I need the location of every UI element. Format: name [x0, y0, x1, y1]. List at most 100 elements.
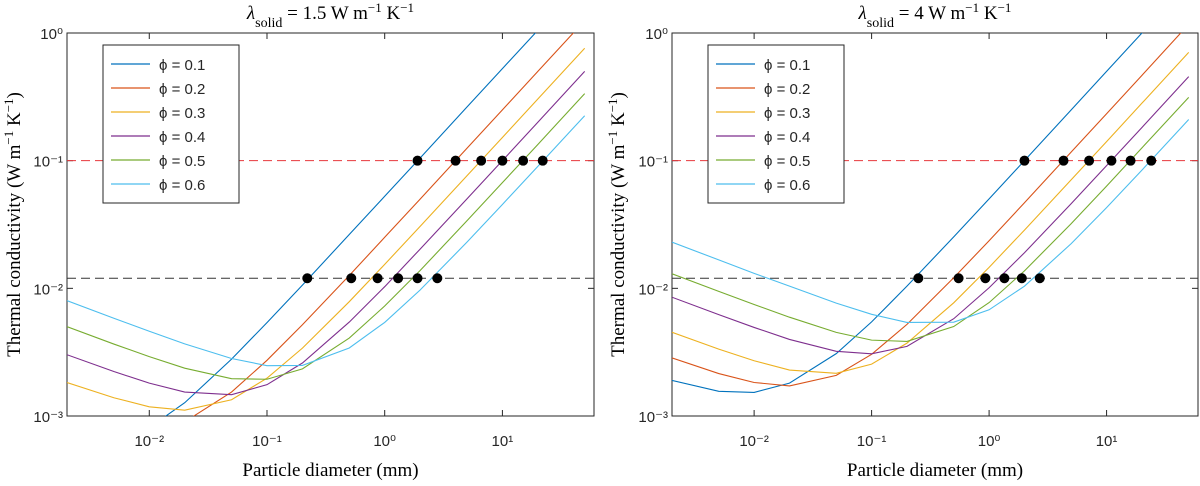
marker — [1146, 155, 1157, 166]
marker — [1084, 155, 1095, 166]
marker — [537, 155, 548, 166]
marker — [1106, 155, 1117, 166]
marker — [1016, 273, 1027, 284]
title-part: solid — [867, 16, 894, 31]
series-line — [672, 33, 1143, 393]
x-tick-label: 10⁻² — [134, 433, 164, 450]
y-axis-label: Thermal conductivity (W m−1 K−1) — [1, 92, 26, 357]
marker — [1034, 273, 1045, 284]
title-part: λ — [858, 3, 867, 24]
y-label-part: −1 — [605, 131, 620, 145]
title-part: K — [979, 3, 998, 24]
series-line — [672, 119, 1190, 323]
legend-label: ϕ = 0.1 — [764, 57, 810, 74]
x-tick-label: 10⁰ — [978, 433, 1001, 450]
x-axis-label: Particle diameter (mm) — [242, 460, 418, 481]
y-tick-label: 10⁻² — [638, 281, 668, 298]
legend-box — [102, 44, 240, 204]
series-line — [67, 115, 586, 367]
series-line — [164, 33, 537, 416]
marker — [953, 273, 964, 284]
series-line — [672, 33, 1182, 387]
legend-label: ϕ = 0.3 — [764, 105, 810, 122]
marker — [497, 155, 508, 166]
marker — [412, 155, 423, 166]
title-part: = 1.5 W m — [282, 3, 368, 24]
legend-label: ϕ = 0.5 — [764, 153, 810, 170]
legend-label: ϕ = 0.6 — [764, 177, 810, 194]
legend-label: ϕ = 0.4 — [159, 129, 205, 146]
legend-label: ϕ = 0.2 — [764, 81, 810, 98]
marker — [1125, 155, 1136, 166]
x-tick-label: 10⁰ — [373, 433, 396, 450]
marker — [518, 155, 529, 166]
marker — [476, 155, 487, 166]
y-tick-label: 10⁰ — [645, 26, 668, 43]
y-axis-label: Thermal conductivity (W m−1 K−1) — [605, 92, 630, 357]
marker — [450, 155, 461, 166]
x-tick-label: 10¹ — [492, 433, 514, 450]
title-part: −1 — [368, 0, 382, 15]
series-line — [672, 52, 1190, 374]
y-tick-label: 10⁻³ — [33, 409, 63, 426]
title-part: −1 — [400, 0, 414, 15]
series-line — [672, 76, 1190, 355]
marker — [302, 273, 313, 284]
legend-label: ϕ = 0.6 — [159, 177, 205, 194]
plot-area — [672, 33, 1198, 393]
axes-box — [66, 32, 595, 417]
title-part: λ — [246, 3, 255, 24]
y-label-part: Thermal conductivity (W m — [4, 144, 25, 357]
title-part: = 4 W m — [894, 3, 965, 24]
title-part: K — [382, 3, 401, 24]
legend-label: ϕ = 0.4 — [764, 129, 810, 146]
series-line — [67, 47, 586, 411]
marker — [432, 273, 443, 284]
y-tick-label: 10⁻³ — [638, 409, 668, 426]
y-label-part: Thermal conductivity (W m — [608, 144, 629, 357]
y-label-part: ) — [4, 92, 25, 98]
legend-label: ϕ = 0.3 — [159, 105, 205, 122]
marker — [1058, 155, 1069, 166]
legend-label: ϕ = 0.5 — [159, 153, 205, 170]
series-line — [672, 97, 1190, 342]
legend-label: ϕ = 0.2 — [159, 81, 205, 98]
title-part: −1 — [998, 0, 1012, 15]
marker — [412, 273, 423, 284]
x-tick-label: 10⁻¹ — [857, 433, 887, 450]
marker — [372, 273, 383, 284]
y-tick-label: 10⁻¹ — [33, 154, 63, 171]
y-label-part: ) — [608, 92, 629, 98]
y-label-part: −1 — [605, 98, 620, 112]
y-tick-label: 10⁻¹ — [638, 154, 668, 171]
legend-label: ϕ = 0.1 — [159, 57, 205, 74]
title-part: −1 — [965, 0, 979, 15]
series-line — [67, 93, 586, 380]
y-label-part: −1 — [1, 98, 16, 112]
marker — [393, 273, 404, 284]
y-tick-label: 10⁻² — [33, 281, 63, 298]
axes-box — [671, 32, 1199, 417]
y-label-part: K — [4, 112, 25, 131]
marker — [913, 273, 924, 284]
series-line — [67, 71, 586, 396]
x-tick-label: 10¹ — [1096, 433, 1118, 450]
legend-box — [707, 44, 845, 204]
y-label-part: K — [608, 112, 629, 131]
x-axis-label: Particle diameter (mm) — [847, 460, 1023, 481]
chart-title: λsolid = 4 W m−1 K−1 — [858, 0, 1012, 31]
x-tick-label: 10⁻² — [739, 433, 769, 450]
marker — [346, 273, 357, 284]
series-line — [192, 33, 575, 416]
y-label-part: −1 — [1, 131, 16, 145]
y-tick-label: 10⁰ — [40, 26, 63, 43]
marker — [999, 273, 1010, 284]
chart-title: λsolid = 1.5 W m−1 K−1 — [246, 0, 414, 31]
title-part: solid — [255, 16, 282, 31]
x-tick-label: 10⁻¹ — [252, 433, 282, 450]
marker — [1019, 155, 1030, 166]
